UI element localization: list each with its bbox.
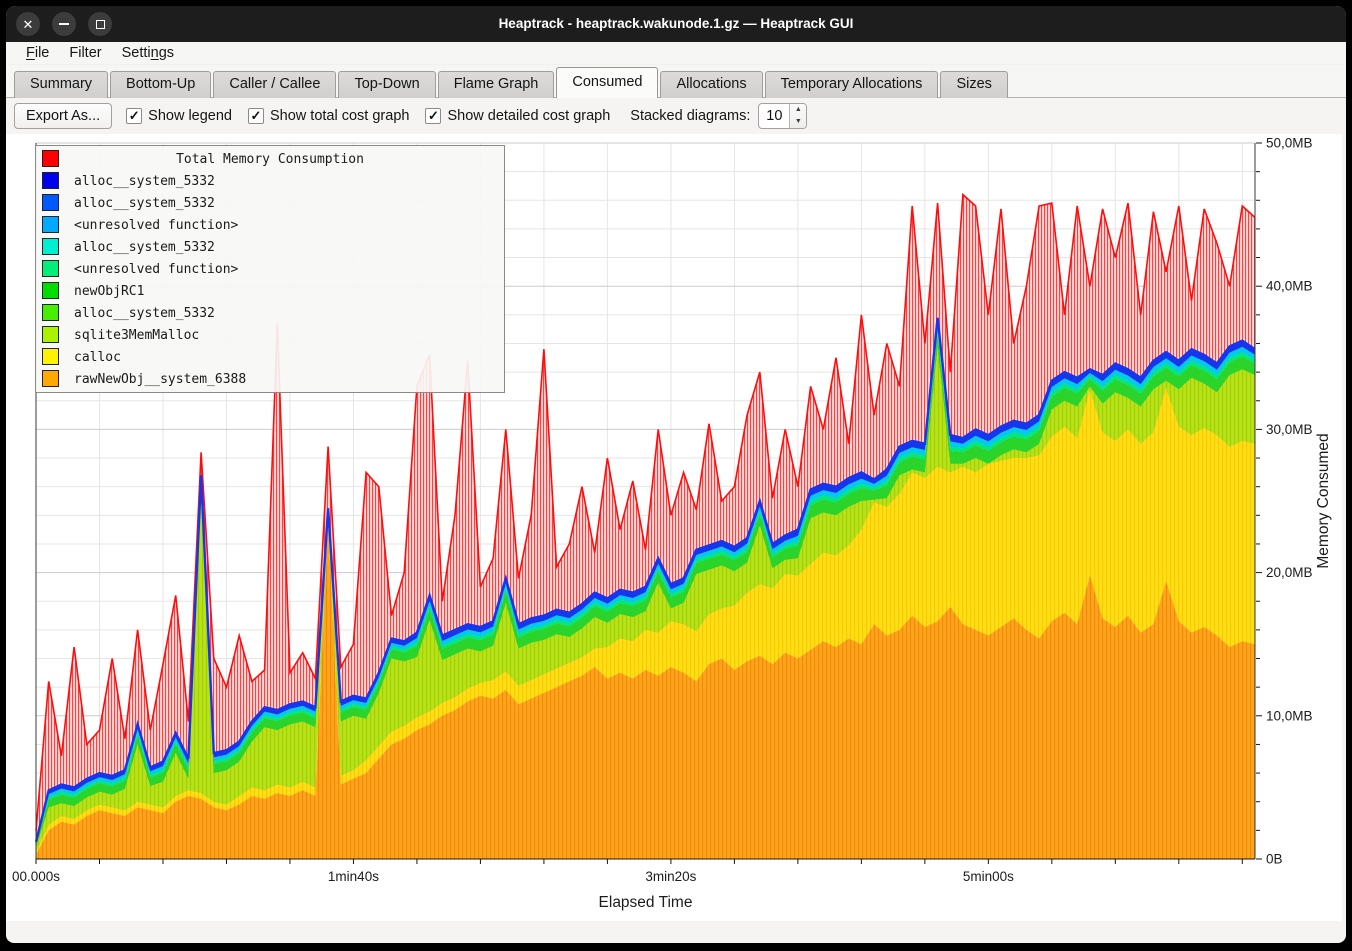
chart-canvas[interactable]: 00.000s 1min40s 3min20s 5min00s 0B 10,0MB 20,0… [6,134,1342,921]
checkbox-box[interactable]: ✓ [248,108,264,124]
legend-swatch [42,304,59,321]
legend-swatch [42,348,59,365]
consumed-chart: 00.000s 1min40s 3min20s 5min00s 0B 10,0MB 20,0… [6,134,1342,921]
checkbox-group: ✓ Show legend ✓ Show total cost graph ✓ Show … [126,108,610,124]
checkbox-label: Show total cost graph [270,108,410,124]
legend-entry: alloc__system_5332 [36,170,504,192]
menu-filter[interactable]: Filter [69,45,102,61]
svg-text:5min00s: 5min00s [963,869,1014,884]
menu-settings[interactable]: Settings [121,45,175,61]
checkbox-label: Show detailed cost graph [447,108,611,124]
tab-caller-callee[interactable]: Caller / Callee [213,71,337,98]
y-axis-title: Memory Consumed [1315,433,1332,568]
maximize-button[interactable] [88,12,112,36]
legend-swatch [42,194,59,211]
legend-label: alloc__system_5332 [74,195,215,211]
legend-swatch [42,150,59,167]
legend-entry: alloc__system_5332 [36,236,504,258]
window-title: Heaptrack - heaptrack.wakunode.1.gz — He… [498,16,854,31]
checkbox-show-legend[interactable]: ✓ Show legend [126,108,232,124]
svg-text:20,0MB: 20,0MB [1266,565,1313,580]
spinner-up-button[interactable]: ▲ [794,106,802,113]
title-bar: ✕ Heaptrack - heaptrack.wakunode.1.gz — … [6,6,1346,42]
legend-label: sqlite3MemMalloc [74,327,200,343]
legend-swatch [42,260,59,277]
legend-swatch [42,172,59,189]
tab-sizes[interactable]: Sizes [940,71,1008,98]
maximize-icon [95,19,105,29]
legend-entry: <unresolved function> [36,214,504,236]
tab-flame-graph[interactable]: Flame Graph [437,71,555,98]
legend-label: <unresolved function> [74,217,239,233]
legend-entry: calloc [36,346,504,368]
legend-entry: rawNewObj__system_6388 [36,368,504,390]
toolbar: Export As... ✓ Show legend ✓ Show total cos… [6,98,1346,134]
chart-legend: Total Memory Consumption alloc__system_53… [35,145,505,393]
legend-swatch [42,238,59,255]
spinner-buttons: ▲ ▼ [789,104,807,128]
export-as-button[interactable]: Export As... [14,103,113,129]
legend-label: calloc [74,349,121,365]
tab-bottom-up[interactable]: Bottom-Up [110,71,212,98]
app-window: ✕ Heaptrack - heaptrack.wakunode.1.gz — … [6,6,1346,943]
checkbox-box[interactable]: ✓ [126,108,143,124]
legend-title: Total Memory Consumption [36,148,504,170]
legend-label: alloc__system_5332 [74,239,215,255]
close-button[interactable]: ✕ [16,12,40,36]
legend-entry: <unresolved function> [36,258,504,280]
legend-label: <unresolved function> [74,261,239,277]
tab-summary[interactable]: Summary [14,71,109,98]
legend-entry: sqlite3MemMalloc [36,324,504,346]
checkbox-box[interactable]: ✓ [425,108,442,124]
legend-label: alloc__system_5332 [74,173,215,189]
svg-text:1min40s: 1min40s [328,869,379,884]
legend-entry: newObjRC1 [36,280,504,302]
stacked-diagrams-label: Stacked diagrams: [630,108,751,124]
stacked-diagrams-spinner[interactable]: 10 ▲ ▼ [758,103,808,129]
tab-top-down[interactable]: Top-Down [338,71,436,98]
svg-text:50,0MB: 50,0MB [1266,136,1313,151]
x-axis-title: Elapsed Time [599,894,693,911]
tab-temporary-allocations[interactable]: Temporary Allocations [764,71,939,98]
legend-label: alloc__system_5332 [74,305,215,321]
svg-text:0B: 0B [1266,852,1283,867]
minimize-button[interactable] [52,12,76,36]
legend-swatch [42,282,59,299]
svg-text:30,0MB: 30,0MB [1266,422,1313,437]
checkbox-show-detailed-cost-graph[interactable]: ✓ Show detailed cost graph [425,108,610,124]
legend-swatch [42,216,59,233]
tab-bar: Summary Bottom-Up Caller / Callee Top-Down F… [6,65,1346,98]
legend-entry: alloc__system_5332 [36,192,504,214]
tab-allocations[interactable]: Allocations [660,71,763,98]
spinner-down-button[interactable]: ▼ [794,118,802,125]
menu-file[interactable]: File [26,45,50,61]
legend-swatch [42,370,59,387]
legend-entry: alloc__system_5332 [36,302,504,324]
svg-text:00.000s: 00.000s [12,869,60,884]
spinner-value: 10 [766,108,783,124]
menu-bar: File Filter Settings [6,42,1346,65]
legend-label: rawNewObj__system_6388 [74,371,247,387]
tab-consumed[interactable]: Consumed [556,67,659,98]
checkbox-show-total-cost-graph[interactable]: ✓ Show total cost graph [248,108,409,124]
svg-text:10,0MB: 10,0MB [1266,708,1313,723]
minimize-icon [59,23,69,25]
legend-label: newObjRC1 [74,283,145,299]
svg-text:40,0MB: 40,0MB [1266,279,1313,294]
close-icon: ✕ [22,16,34,32]
legend-label: Total Memory Consumption [176,151,364,167]
svg-text:3min20s: 3min20s [645,869,696,884]
legend-swatch [42,326,59,343]
checkbox-label: Show legend [148,108,232,124]
